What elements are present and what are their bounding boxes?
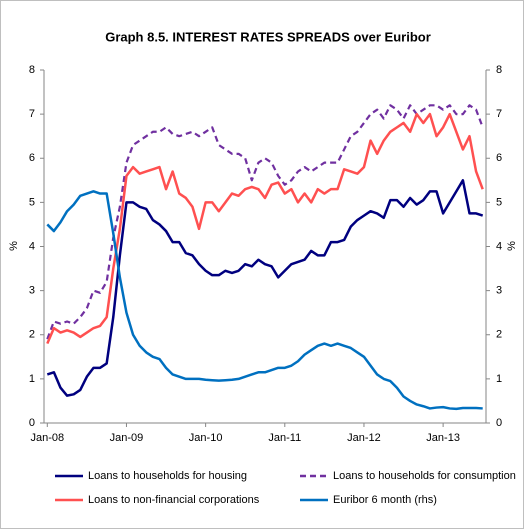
y2-tick-label: 0 xyxy=(496,417,502,429)
legend-text: Loans to households for consumption xyxy=(333,470,516,482)
x-tick-label: Jan-08 xyxy=(30,432,64,444)
x-tick-label: Jan-10 xyxy=(189,432,223,444)
x-tick-label: Jan-09 xyxy=(110,432,144,444)
y-tick-label: 6 xyxy=(29,152,35,164)
series-line xyxy=(46,104,484,340)
x-tick-label: Jan-12 xyxy=(347,432,381,444)
y-tick-label: 1 xyxy=(29,373,35,385)
legend-text: Loans to non-financial corporations xyxy=(88,494,260,506)
y-tick-label: 8 xyxy=(29,64,35,76)
y2-tick-label: 4 xyxy=(496,240,502,252)
y2-tick-label: 8 xyxy=(496,64,502,76)
y-tick-label: 7 xyxy=(29,108,35,120)
y2-tick-label: 5 xyxy=(496,196,502,208)
y-tick-label: 4 xyxy=(29,240,35,252)
x-tick-label: Jan-13 xyxy=(426,432,460,444)
y2-axis-label: % xyxy=(506,241,518,251)
chart-title: Graph 8.5. INTEREST RATES SPREADS over E… xyxy=(105,29,431,44)
y2-tick-label: 3 xyxy=(496,285,502,297)
legend-text: Euribor 6 month (rhs) xyxy=(333,494,437,506)
series-line xyxy=(46,179,484,397)
y-tick-label: 5 xyxy=(29,196,35,208)
legend-text: Loans to households for housing xyxy=(88,470,247,482)
y-tick-label: 2 xyxy=(29,329,35,341)
series-line xyxy=(46,190,483,411)
y2-tick-label: 1 xyxy=(496,373,502,385)
y2-tick-label: 6 xyxy=(496,152,502,164)
y2-tick-label: 2 xyxy=(496,329,502,341)
y-axis-label: % xyxy=(8,241,20,251)
y-tick-label: 0 xyxy=(29,417,35,429)
y2-tick-label: 7 xyxy=(496,108,502,120)
x-tick-label: Jan-11 xyxy=(268,432,301,444)
y-tick-label: 3 xyxy=(29,285,35,297)
series-line xyxy=(46,112,484,345)
